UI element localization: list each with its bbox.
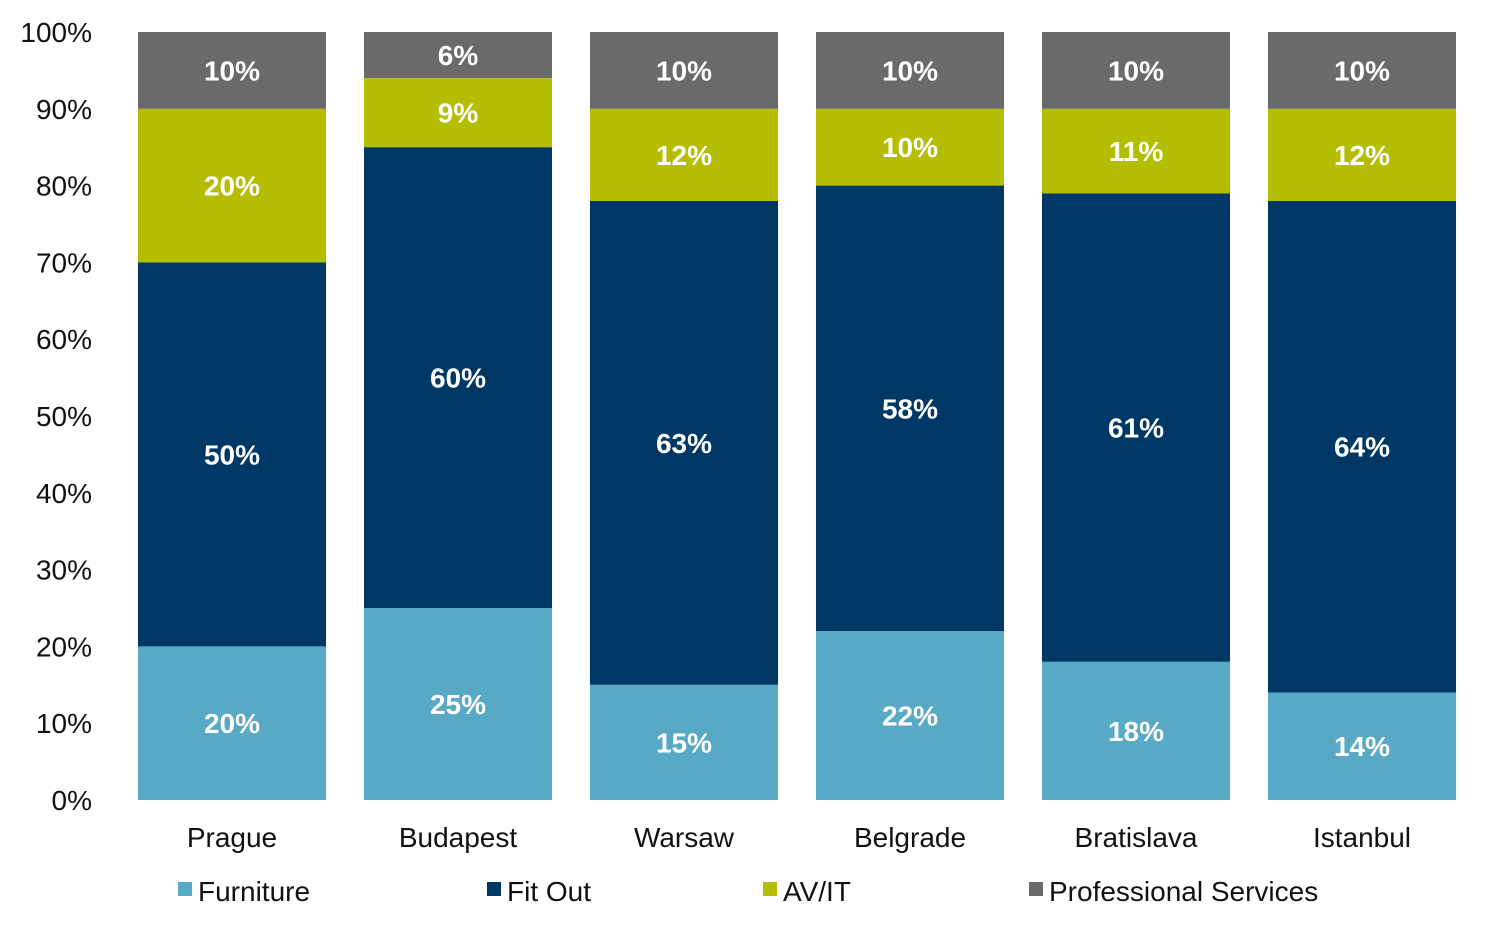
y-tick-label: 30%: [36, 555, 92, 586]
data-label: 10%: [1334, 55, 1390, 86]
bar-segment: [816, 631, 1004, 800]
bar-segment: [816, 108, 1004, 186]
data-label: 58%: [882, 393, 938, 424]
legend-label: AV/IT: [783, 876, 851, 907]
data-label: 61%: [1108, 413, 1164, 444]
legend-swatch: [1029, 882, 1043, 896]
data-label: 20%: [204, 708, 260, 739]
data-label: 22%: [882, 701, 938, 732]
legend-label: Fit Out: [507, 876, 591, 907]
data-label: 50%: [204, 439, 260, 470]
data-label: 12%: [656, 140, 712, 171]
bar-segment: [138, 646, 326, 800]
legend: Furniture Fit Out AV/IT Professional Servic…: [178, 876, 1318, 907]
x-category-label: Budapest: [399, 822, 518, 853]
bar-segment: [138, 262, 326, 647]
data-label: 14%: [1334, 731, 1390, 762]
data-label: 10%: [656, 55, 712, 86]
bar-segment: [590, 32, 778, 109]
bar-segment: [1042, 193, 1230, 662]
legend-swatch: [763, 882, 777, 896]
data-label: 10%: [1108, 55, 1164, 86]
y-axis: 0% 10% 20% 30% 40% 50% 60% 70% 80% 90% 100%: [20, 17, 92, 816]
data-label: 64%: [1334, 432, 1390, 463]
bar-segment: [1042, 661, 1230, 800]
bar-segment: [590, 108, 778, 201]
bars-group: 20% 50% 20% 10% 25% 60% 9% 6% 15% 63% 12% 10% 22% 58%…: [138, 32, 1456, 800]
y-tick-label: 0%: [52, 785, 92, 816]
legend-swatch: [178, 882, 192, 896]
y-tick-label: 80%: [36, 171, 92, 202]
data-label: 15%: [656, 727, 712, 758]
bar-segment: [364, 147, 552, 608]
bar-segment: [364, 32, 552, 79]
data-label: 25%: [430, 689, 486, 720]
y-tick-label: 10%: [36, 708, 92, 739]
bar-segment: [1268, 200, 1456, 693]
y-tick-label: 50%: [36, 401, 92, 432]
legend-label: Professional Services: [1049, 876, 1318, 907]
y-tick-label: 100%: [20, 17, 92, 48]
data-label: 10%: [882, 132, 938, 163]
data-label: 63%: [656, 428, 712, 459]
data-label: 9%: [438, 98, 479, 129]
bar-segment: [816, 185, 1004, 632]
data-label: 10%: [882, 55, 938, 86]
bar-segment: [590, 684, 778, 800]
y-tick-label: 70%: [36, 247, 92, 278]
bar-segment: [364, 608, 552, 800]
data-label: 18%: [1108, 716, 1164, 747]
y-tick-label: 60%: [36, 324, 92, 355]
data-label: 60%: [430, 363, 486, 394]
bar-segment: [816, 32, 1004, 109]
x-category-label: Bratislava: [1075, 822, 1198, 853]
x-category-label: Warsaw: [634, 822, 735, 853]
data-label: 20%: [204, 171, 260, 202]
bar-segment: [138, 32, 326, 109]
data-label: 12%: [1334, 140, 1390, 171]
data-label: 10%: [204, 55, 260, 86]
bar-segment: [1042, 32, 1230, 109]
bar-segment: [1268, 692, 1456, 800]
data-label: 6%: [438, 40, 479, 71]
bar-segment: [1268, 32, 1456, 109]
bar-segment: [364, 78, 552, 148]
x-category-label: Prague: [187, 822, 277, 853]
y-tick-label: 90%: [36, 94, 92, 125]
y-tick-label: 20%: [36, 631, 92, 662]
bar-segment: [590, 200, 778, 685]
x-category-label: Istanbul: [1313, 822, 1411, 853]
bar-segment: [1268, 108, 1456, 201]
x-category-label: Belgrade: [854, 822, 966, 853]
x-axis: Prague Budapest Warsaw Belgrade Bratislava Is…: [187, 822, 1411, 853]
legend-label: Furniture: [198, 876, 310, 907]
bar-segment: [1042, 108, 1230, 194]
y-tick-label: 40%: [36, 478, 92, 509]
legend-swatch: [487, 882, 501, 896]
bar-segment: [138, 108, 326, 263]
data-label: 11%: [1109, 136, 1164, 167]
